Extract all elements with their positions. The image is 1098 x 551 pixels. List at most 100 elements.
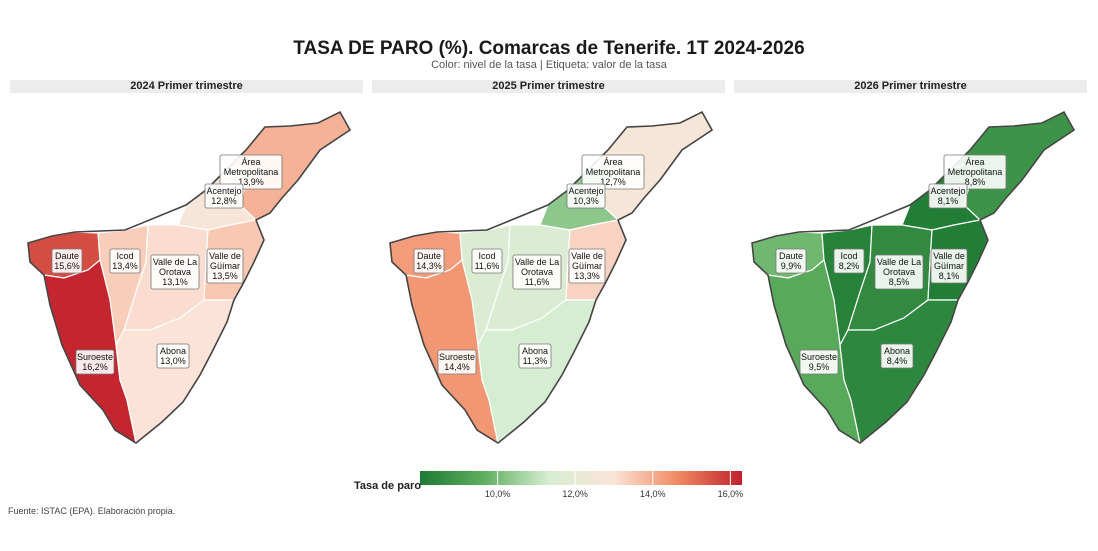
label-box: [775, 248, 807, 274]
label-value: 8,1%: [938, 196, 959, 206]
label-value: 9,9%: [781, 261, 802, 271]
label-name: Metropolitana: [224, 167, 279, 177]
label-value: 12,8%: [211, 196, 237, 206]
label-name: Güímar: [210, 261, 240, 271]
label-box: [109, 248, 141, 274]
legend: 10,0% 12,0% 14,0% 16,0%: [420, 471, 743, 499]
label-box: [204, 183, 244, 209]
map-panel-2026: ÁreaMetropolitana8,8%Acentejo8,1%Daute9,…: [751, 110, 1076, 445]
label-name: Güímar: [572, 261, 602, 271]
label-name: Valle de La: [153, 257, 197, 267]
label-name: Suroeste: [801, 352, 837, 362]
label-value: 13,0%: [160, 356, 186, 366]
label-name: Suroeste: [77, 352, 113, 362]
label-box: [51, 248, 83, 274]
legend-tick-label: 10,0%: [485, 489, 511, 499]
label-value: 9,5%: [809, 362, 830, 372]
label-box: [566, 183, 606, 209]
label-name: Icod: [116, 251, 133, 261]
label-name: Abona: [884, 346, 910, 356]
label-value: 8,5%: [889, 277, 910, 287]
label-name: Valle de La: [515, 257, 559, 267]
label-name: Icod: [840, 251, 857, 261]
label-name: Suroeste: [439, 352, 475, 362]
label-box: [943, 154, 1007, 190]
label-name: Área: [603, 157, 622, 167]
panel-title-2026: 2026 Primer trimestre: [734, 80, 1087, 93]
label-box: [874, 254, 924, 290]
label-value: 8,1%: [939, 271, 960, 281]
label-box: [930, 248, 968, 284]
label-name: Daute: [417, 251, 441, 261]
label-name: Metropolitana: [948, 167, 1003, 177]
label-box: [471, 248, 503, 274]
label-box: [518, 343, 552, 369]
label-name: Acentejo: [930, 186, 965, 196]
label-name: Daute: [55, 251, 79, 261]
label-name: Daute: [779, 251, 803, 261]
label-value: 13,9%: [238, 177, 264, 187]
label-name: Icod: [478, 251, 495, 261]
label-box: [437, 349, 477, 375]
legend-tick-label: 14,0%: [640, 489, 666, 499]
label-value: 8,2%: [839, 261, 860, 271]
label-value: 11,6%: [475, 261, 500, 271]
label-name: Orotava: [521, 267, 553, 277]
label-box: [206, 248, 244, 284]
label-box: [512, 254, 562, 290]
label-name: Área: [241, 157, 260, 167]
label-value: 16,2%: [82, 362, 108, 372]
label-name: Güímar: [934, 261, 964, 271]
label-name: Área: [965, 157, 984, 167]
label-value: 11,3%: [523, 356, 548, 366]
label-box: [833, 248, 865, 274]
legend-title: Tasa de paro: [354, 480, 422, 492]
label-box: [75, 349, 115, 375]
panel-title-2025: 2025 Primer trimestre: [372, 80, 725, 93]
label-name: Valle de: [933, 251, 965, 261]
label-value: 13,3%: [574, 271, 600, 281]
label-name: Metropolitana: [586, 167, 641, 177]
label-name: Acentejo: [206, 186, 241, 196]
label-name: Abona: [160, 346, 186, 356]
label-box: [150, 254, 200, 290]
label-value: 13,1%: [162, 277, 188, 287]
label-value: 10,3%: [573, 196, 599, 206]
map-subtitle: Color: nivel de la tasa | Etiqueta: valo…: [431, 59, 667, 71]
legend-tick-label: 12,0%: [562, 489, 588, 499]
label-value: 15,6%: [54, 261, 80, 271]
label-value: 13,5%: [212, 271, 238, 281]
label-name: Acentejo: [568, 186, 603, 196]
legend-tick-label: 16,0%: [718, 489, 744, 499]
label-value: 14,4%: [444, 362, 470, 372]
label-value: 14,3%: [416, 261, 442, 271]
map-title: TASA DE PARO (%). Comarcas de Tenerife. …: [293, 38, 805, 59]
label-name: Abona: [522, 346, 548, 356]
panel-title-2024: 2024 Primer trimestre: [10, 80, 363, 93]
label-name: Valle de La: [877, 257, 921, 267]
label-value: 13,4%: [112, 261, 138, 271]
label-name: Valle de: [209, 251, 241, 261]
label-value: 11,6%: [525, 277, 550, 287]
source-caption: Fuente: ISTAC (EPA). Elaboración propia.: [8, 506, 176, 516]
label-value: 8,8%: [965, 177, 986, 187]
